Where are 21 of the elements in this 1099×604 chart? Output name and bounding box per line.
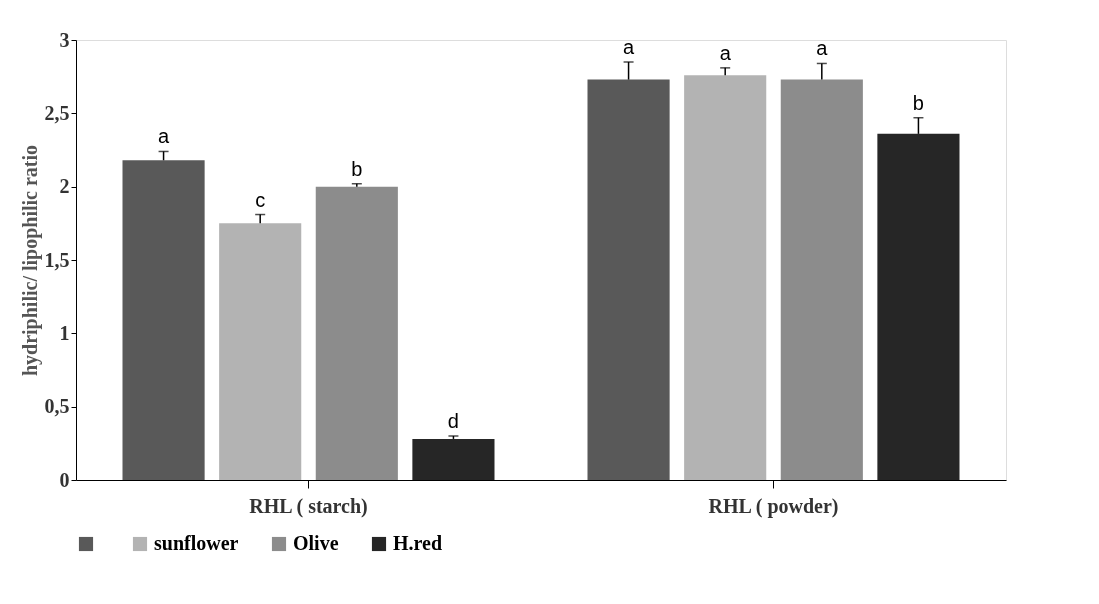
- data-label: a: [623, 36, 635, 58]
- y-tick-label: 2,5: [44, 101, 70, 124]
- data-label: a: [719, 41, 732, 64]
- data-label: b: [912, 91, 924, 114]
- y-axis-title: hydriphilic/ lipophilic ratio: [18, 144, 42, 377]
- legend-label: sunflower: [154, 532, 239, 554]
- x-tick-label: RHL ( starch): [249, 494, 368, 518]
- data-label: a: [158, 125, 170, 148]
- y-tick-label: 0,5: [44, 395, 70, 418]
- x-tick-label: RHL ( powder): [708, 494, 839, 518]
- legend-label: H.red: [393, 532, 443, 554]
- data-label: a: [816, 37, 829, 60]
- data-label: d: [447, 410, 459, 432]
- legend-label: Olive: [293, 532, 339, 554]
- y-tick-label: 2: [59, 175, 70, 198]
- data-label: c: [255, 188, 266, 211]
- y-tick-label: 0: [59, 468, 70, 491]
- y-tick-label: 3: [59, 28, 70, 51]
- data-label: b: [351, 157, 363, 180]
- y-tick-label: 1,5: [44, 248, 70, 271]
- y-tick-label: 1: [59, 321, 70, 344]
